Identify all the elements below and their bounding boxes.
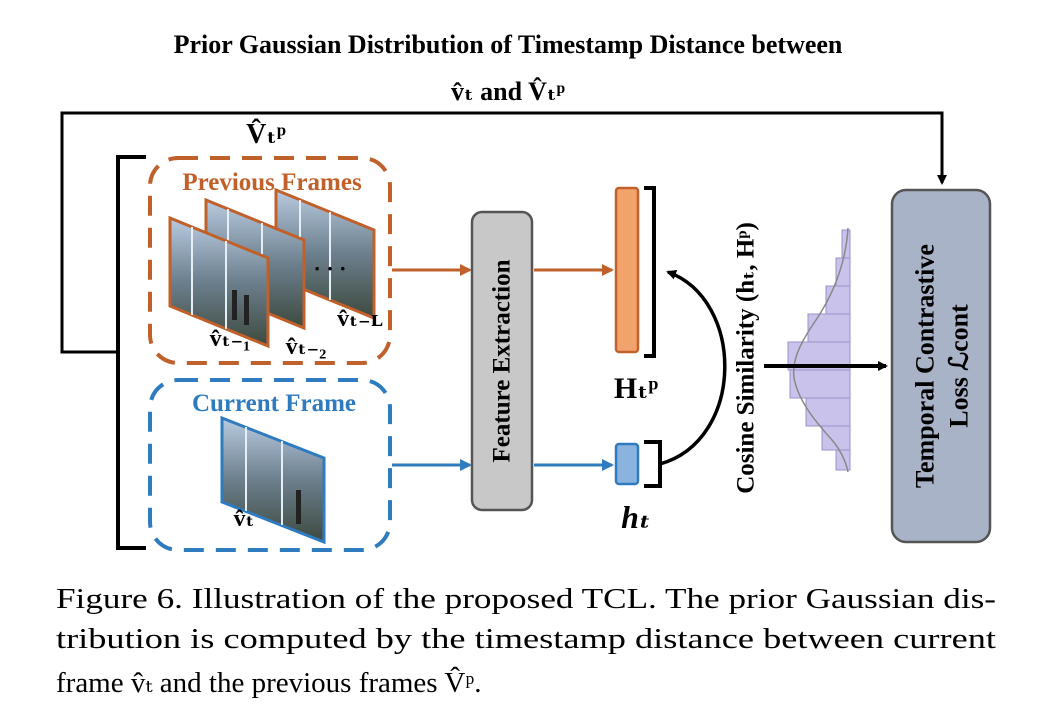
left-bracket [116,155,146,550]
hp-feature-bar [614,186,640,354]
loss-label-line2: Loss ℒcont [945,304,974,428]
similarity-curve-arrow [659,270,727,466]
gaussian-curve [792,227,849,473]
ht-label: hₜ [621,499,651,535]
feature-extraction-label: Feature Extraction [489,259,516,462]
frame-current [220,415,326,545]
frame-t-minus-1 [168,215,270,349]
loss-label-line1: Temporal Contrastive [911,244,940,488]
cosine-similarity-label: Cosine Similarity (hₜ, Hᵖ) [733,222,760,494]
frame-label-current: v̂ₜ [234,506,255,532]
ellipsis: · · · [313,256,346,281]
hp-label: Hₜᵖ [614,372,658,405]
frame-label-t-minus-L: v̂ₜ₋ʟ [337,306,383,332]
feature-extraction-box [470,210,534,512]
vp-label: V̂ₜᵖ [246,119,286,150]
hp-bracket [644,186,656,358]
top-title-line2: v̂ₜ and V̂ₜᵖ [451,77,565,106]
current-frame-label: Current Frame [192,390,356,417]
ht-feature-box [614,442,640,486]
caption-line2: tribution is computed by the timestamp d… [56,623,996,655]
previous-frames-label: Previous Frames [182,169,362,196]
ht-bracket [644,440,662,488]
frame-label-t-minus-2: v̂ₜ₋₂ [286,334,327,360]
caption-line3: frame v̂ₜ and the previous frames V̂ᵖ. [56,665,482,699]
previous-frames-box [148,156,392,365]
temporal-contrastive-loss-box [890,188,992,544]
gaussian-feedback-line [60,111,947,354]
frame-label-t-minus-1: v̂ₜ₋₁ [210,326,251,352]
top-title-line1: Prior Gaussian Distribution of Timestamp… [174,30,843,59]
caption-line1: Figure 6. Illustration of the proposed T… [56,583,996,615]
